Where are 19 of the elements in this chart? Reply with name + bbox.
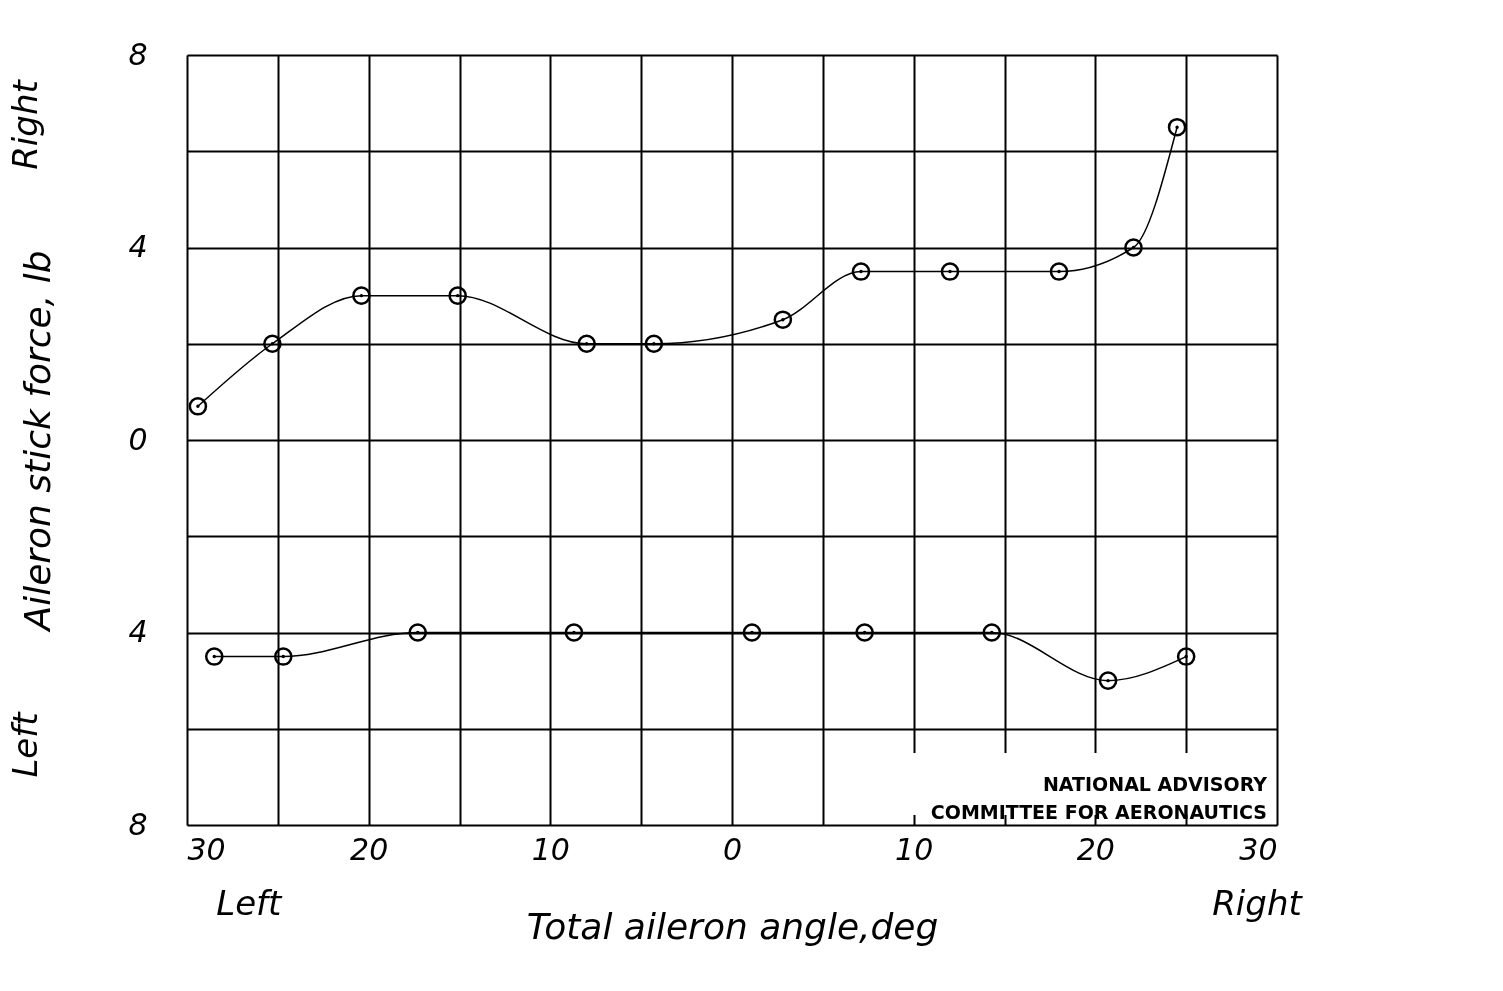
text: Right — [5, 78, 45, 170]
y-tick-label: 4 — [128, 229, 148, 264]
x-tick-label: 20 — [350, 831, 389, 867]
annotation: NATIONAL ADVISORY COMMITTEE FOR AERONAUTICS — [930, 773, 1268, 823]
y-tick-label: 8 — [128, 36, 148, 72]
x-axis-title: Total aileron angle,deg — [526, 905, 939, 947]
x-tick-label: 10 — [531, 831, 570, 867]
text: Left — [5, 710, 45, 778]
x-tick-label: 0 — [722, 831, 743, 867]
y-axis-title: Aileron stick force, lb — [17, 250, 59, 633]
x-tick-label: 10 — [895, 831, 934, 867]
text: Left — [216, 883, 284, 923]
x-tick-label: 30 — [1239, 831, 1278, 867]
x-tick-label: 30 — [187, 831, 226, 867]
y-tick-label: 0 — [128, 421, 148, 457]
y-tick-label: 8 — [128, 806, 148, 842]
x-tick-label: 20 — [1076, 831, 1115, 867]
text: Right — [1212, 883, 1304, 923]
y-tick-label: 4 — [128, 614, 148, 649]
